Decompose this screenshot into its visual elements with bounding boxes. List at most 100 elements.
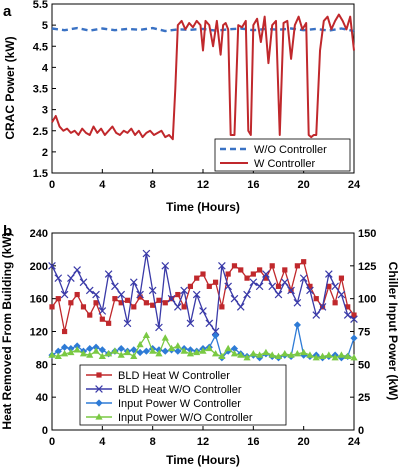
x-tick-label: 12 bbox=[197, 179, 209, 191]
series-1-point bbox=[99, 316, 105, 322]
series-1-point bbox=[307, 283, 313, 289]
series-1-point bbox=[231, 263, 238, 269]
y-tick-label: 5.5 bbox=[33, 0, 48, 11]
series-1-point bbox=[206, 283, 212, 289]
legend-label-1: BLD Heat W Controller bbox=[118, 370, 230, 382]
series-line-1 bbox=[51, 26, 355, 33]
y-tick-label: 4 bbox=[42, 62, 49, 74]
series-2-point bbox=[142, 249, 151, 258]
series-4-point bbox=[86, 351, 94, 358]
series-2-point bbox=[98, 307, 107, 315]
x-tick-label: 20 bbox=[298, 179, 310, 191]
series-2-point bbox=[293, 298, 302, 307]
series-4-point bbox=[180, 347, 188, 354]
series-2-point bbox=[79, 278, 88, 287]
series-4-point bbox=[199, 347, 207, 354]
series-1-point bbox=[238, 267, 244, 273]
series-2-point bbox=[306, 286, 314, 295]
legend-swatch-marker-4 bbox=[95, 413, 103, 420]
series-1-point bbox=[175, 291, 181, 298]
series-3-point bbox=[161, 347, 169, 355]
series-3-point bbox=[54, 347, 62, 355]
x-tick-label: 16 bbox=[247, 436, 259, 448]
legend-label-3: Input Power W Controller bbox=[118, 398, 241, 410]
series-1-point bbox=[345, 304, 351, 310]
series-4-point bbox=[48, 351, 56, 358]
series-2-point bbox=[104, 270, 113, 278]
legend-label-2: BLD Heat W/O Controller bbox=[118, 384, 242, 396]
series-1-point bbox=[137, 294, 143, 300]
series-2-point bbox=[312, 311, 321, 319]
series-2-point bbox=[54, 274, 63, 282]
y2-tick-label: 0 bbox=[358, 425, 364, 437]
series-2-point bbox=[350, 315, 358, 324]
series-1-point bbox=[212, 279, 219, 285]
series-2-point bbox=[167, 294, 176, 303]
series-1-point bbox=[326, 283, 332, 289]
x-tick-label: 24 bbox=[348, 436, 361, 448]
series-2-point bbox=[199, 307, 207, 315]
series-1-point bbox=[313, 296, 319, 302]
series-1-point bbox=[351, 312, 357, 318]
series-2-point bbox=[274, 290, 283, 299]
series-4-point bbox=[130, 352, 138, 360]
y2-tick-label: 100 bbox=[358, 294, 376, 306]
series-4-point bbox=[237, 351, 245, 358]
panel-a-x-axis-label: Time (Hours) bbox=[166, 200, 240, 214]
x-tick-label: 4 bbox=[99, 179, 106, 191]
series-2-point bbox=[123, 319, 132, 328]
series-1-point bbox=[301, 259, 307, 265]
series-4-point bbox=[67, 348, 75, 356]
series-1-point bbox=[61, 328, 68, 335]
series-4-point bbox=[111, 347, 119, 354]
series-4-point bbox=[218, 352, 226, 360]
legend-label-w-controller: W Controller bbox=[254, 158, 315, 170]
x-tick-label: 20 bbox=[298, 436, 310, 448]
series-1-point bbox=[106, 320, 112, 326]
series-1-point bbox=[156, 297, 162, 303]
series-2-point bbox=[299, 274, 308, 282]
x-tick-label: 4 bbox=[99, 436, 106, 448]
series-4-point bbox=[105, 350, 113, 357]
series-4-point bbox=[60, 350, 69, 357]
y-tick-label: 3 bbox=[42, 105, 48, 117]
series-3-point bbox=[136, 348, 144, 357]
series-4-point bbox=[123, 348, 132, 356]
series-4-point bbox=[293, 350, 301, 357]
series-4-point bbox=[211, 350, 220, 357]
panel-b-y-ticks: 0 40 80 120 160 200 240 bbox=[30, 228, 56, 437]
series-4-point bbox=[92, 347, 100, 354]
series-4-point bbox=[205, 344, 213, 352]
legend-swatch-marker-1 bbox=[96, 372, 102, 378]
y-tick-label: 4.5 bbox=[33, 41, 48, 53]
series-2-point bbox=[236, 303, 245, 311]
series-3-point bbox=[186, 346, 195, 354]
series-4-point bbox=[249, 350, 257, 357]
series-1-point bbox=[257, 267, 263, 273]
series-3-point bbox=[350, 334, 358, 342]
panel-b-y2-axis-label: Chiller Input Power (kW) bbox=[386, 262, 400, 401]
series-2-point bbox=[280, 278, 289, 287]
x-tick-label: 8 bbox=[150, 436, 156, 448]
y2-tick-label: 150 bbox=[358, 228, 376, 240]
series-4-point bbox=[318, 352, 327, 360]
series-4-point bbox=[136, 340, 144, 348]
y-tick-label: 40 bbox=[36, 392, 48, 404]
series-4-point bbox=[149, 347, 157, 354]
series-2-point bbox=[325, 270, 333, 278]
series-1-point bbox=[150, 302, 156, 308]
series-2-point bbox=[186, 319, 195, 328]
series-4-point bbox=[281, 350, 289, 357]
panel-a-y-axis-label: CRAC Power (kW) bbox=[3, 36, 17, 139]
x-tick-label: 16 bbox=[247, 179, 259, 191]
series-4-point bbox=[306, 351, 314, 358]
series-1-point bbox=[244, 275, 250, 281]
series-2-point bbox=[343, 311, 352, 319]
series-2-point bbox=[331, 282, 339, 291]
series-4-point bbox=[224, 344, 232, 352]
y-tick-label: 80 bbox=[36, 359, 48, 371]
y-tick-label: 0 bbox=[42, 425, 48, 437]
y2-tick-label: 125 bbox=[358, 261, 376, 273]
series-3-point bbox=[174, 347, 182, 355]
